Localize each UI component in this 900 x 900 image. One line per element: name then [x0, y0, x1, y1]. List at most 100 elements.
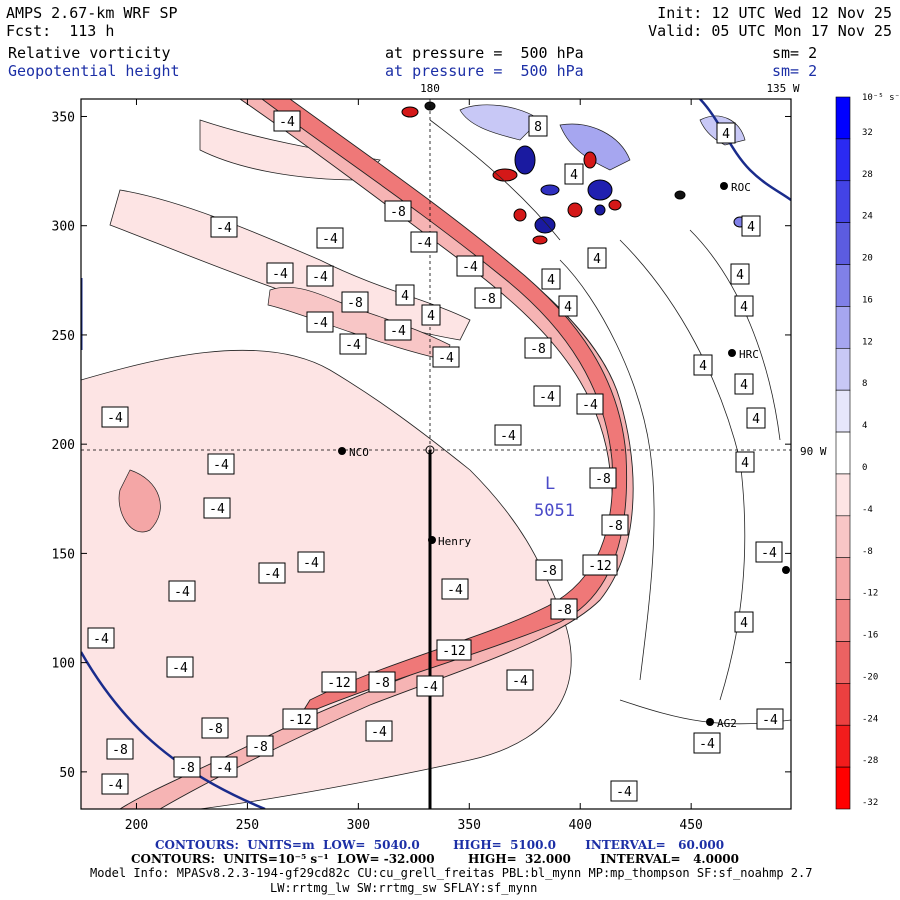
contour-label-box — [576, 393, 604, 415]
y-tick-label: 150 — [52, 547, 75, 562]
contour-label: -8 — [252, 740, 268, 755]
contour-label-box — [101, 406, 129, 428]
colorbar-tick-label: -24 — [862, 714, 878, 724]
contour-label-box — [535, 559, 563, 581]
contour-label-box — [734, 295, 754, 317]
colorbar-unit-label: 10⁻⁵ s⁻¹ — [862, 93, 900, 103]
x-tick-label: 300 — [347, 818, 370, 833]
y-tick-label: 50 — [59, 766, 75, 781]
footer-physics-info: LW:rrtmg_lw SW:rrtmg_sw SFLAY:sf_mynn — [270, 881, 538, 895]
contour-label-box — [87, 627, 115, 649]
colorbar-swatch — [835, 96, 851, 140]
colorbar-tick-label: -28 — [862, 756, 878, 766]
contour-label-box — [297, 551, 325, 573]
contour-label: -4 — [762, 713, 778, 728]
contour-label: -4 — [447, 583, 463, 598]
contour-label-box — [416, 675, 444, 697]
station-roc-label: ROC — [731, 181, 751, 194]
colorbar-swatch — [835, 473, 851, 517]
colorbar-swatch — [835, 389, 851, 433]
footer-vorticity-contours: CONTOURS: UNITS=10⁻⁵ s⁻¹ LOW= -32.000 HI… — [131, 852, 739, 866]
contour-label-box — [384, 319, 412, 341]
colorbar-tick-label: 24 — [862, 212, 873, 222]
contour-label-box — [735, 451, 755, 473]
contour-label: 4 — [740, 300, 748, 315]
contour-label: -4 — [174, 585, 190, 600]
contour-label-box — [601, 514, 629, 536]
station-ag2-label: AG2 — [717, 717, 737, 730]
colorbar-tick-label: -16 — [862, 631, 878, 641]
contour-label: -4 — [312, 270, 328, 285]
contour-label: 4 — [740, 616, 748, 631]
valid-time: Valid: 05 UTC Mon 17 Nov 25 — [648, 22, 892, 40]
colorbar-tick-label: -12 — [862, 589, 878, 599]
field2-smoothing: sm= 2 — [772, 62, 818, 80]
contour-label-box — [246, 735, 274, 757]
station-henry-dot — [428, 536, 436, 544]
map-plot-area: NCO Henry ROC HRC AG2 L 5051 -4-8-4 -4-4-… — [81, 99, 791, 809]
contour-label: -4 — [539, 390, 555, 405]
contour-label: -4 — [422, 680, 438, 695]
contour-label-box — [166, 656, 194, 678]
contour-label-box — [306, 311, 334, 333]
footer-model-info: Model Info: MPASv8.2.3-194-gf29cd82c CU:… — [90, 866, 813, 880]
x-tick-label: 200 — [125, 818, 148, 833]
contour-label: -8 — [390, 205, 406, 220]
contour-label-box — [258, 562, 286, 584]
contour-label-box — [168, 580, 196, 602]
contour-label-box — [321, 671, 357, 693]
x-tick-label: 400 — [568, 818, 591, 833]
station-ag2-dot — [706, 718, 714, 726]
contour-label: 4 — [427, 309, 435, 324]
y-tick-label: 200 — [52, 438, 75, 453]
colorbar-tick-label: 8 — [862, 379, 867, 389]
contour-label-box — [746, 407, 766, 429]
colorbar-tick-label: -20 — [862, 672, 878, 682]
contour-label-box — [106, 738, 134, 760]
station-nco-dot — [338, 447, 346, 455]
contour-label-box — [266, 262, 294, 284]
south-pole-marker — [425, 445, 435, 455]
contour-label-box — [755, 541, 783, 563]
contour-label-box — [693, 732, 721, 754]
contour-label: -4 — [209, 502, 225, 517]
contour-label-box — [339, 333, 367, 355]
field1-level: at pressure = 500 hPa — [385, 44, 584, 62]
lon-label-180: 180 — [420, 82, 440, 95]
field1-smoothing: sm= 2 — [772, 44, 818, 62]
low-center-value: 5051 — [534, 501, 575, 521]
colorbar-swatch — [835, 138, 851, 182]
contour-label: 4 — [564, 300, 572, 315]
contour-label: -4 — [582, 398, 598, 413]
colorbar-swatch — [835, 766, 851, 810]
contour-label: -4 — [107, 778, 123, 793]
y-tick-label: 250 — [52, 329, 75, 344]
colorbar-tick-label: 16 — [862, 295, 873, 305]
colorbar: 32 28 24 20 16 12 8 4 0 -4 -8 -12 -16 -20 -24 -28 -32 — [835, 96, 878, 810]
colorbar-swatch — [835, 264, 851, 307]
contour-label-box — [201, 717, 229, 739]
contour-label: -8 — [179, 761, 195, 776]
footer-height-contours: CONTOURS: UNITS=m LOW= 5040.0 HIGH= 5100… — [155, 838, 725, 852]
contour-label-box — [441, 578, 469, 600]
lon-label-90w: 90 W — [800, 445, 827, 458]
colorbar-tick-label: -4 — [862, 505, 873, 515]
contour-label: -4 — [761, 546, 777, 561]
contour-label-box — [306, 265, 334, 287]
contour-label: -4 — [438, 351, 454, 366]
contour-label: 8 — [534, 120, 542, 135]
contour-label-box — [550, 598, 578, 620]
x-tick-label: 350 — [458, 818, 481, 833]
contour-label-box — [384, 200, 412, 222]
contour-label: -8 — [530, 342, 546, 357]
contour-label: -4 — [172, 661, 188, 676]
contour-label-box — [341, 291, 369, 313]
contour-label-box — [564, 163, 584, 185]
contour-label-box — [734, 611, 754, 633]
contour-label: -12 — [442, 644, 465, 659]
contour-label: 4 — [570, 168, 578, 183]
plot-frame — [80, 98, 792, 810]
contour-label-box — [365, 720, 393, 742]
contour-label: -8 — [480, 292, 496, 307]
contour-label: -8 — [607, 519, 623, 534]
